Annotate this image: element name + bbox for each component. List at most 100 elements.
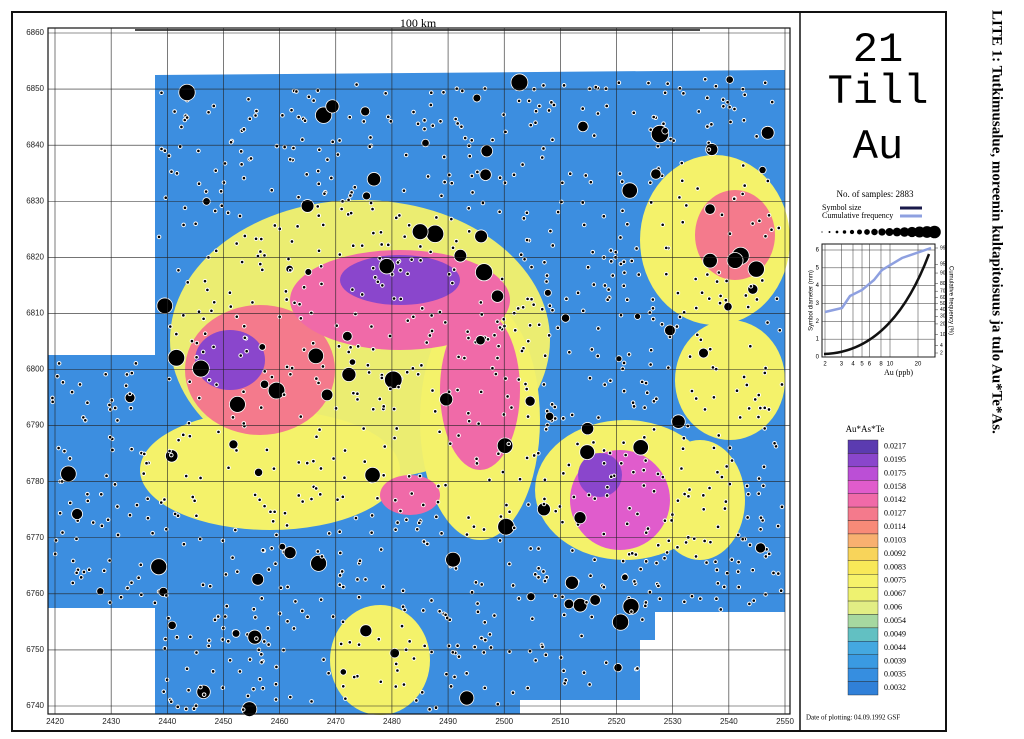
sample-symbol <box>301 347 307 352</box>
sample-symbol <box>203 189 209 194</box>
sample-symbol <box>758 515 764 520</box>
map: 100 km 2420 2430 2440 2450 2460 2470 2480 2490 2… <box>26 16 794 726</box>
sample-symbol <box>705 143 719 156</box>
sample-symbol <box>115 418 120 423</box>
sample-symbol <box>507 561 512 567</box>
sample-symbol <box>474 456 479 462</box>
x-tick-label: 2420 <box>46 717 64 726</box>
sample-symbol <box>655 542 661 548</box>
sample-symbol <box>662 90 668 96</box>
sample-symbol <box>743 293 749 298</box>
sample-symbol <box>304 460 310 466</box>
sample-symbol <box>167 448 172 454</box>
sample-symbol <box>393 527 398 532</box>
sample-symbol <box>663 245 669 251</box>
sample-symbol <box>473 580 479 585</box>
x-tick-label: 2480 <box>383 717 401 726</box>
sample-symbol <box>618 312 624 318</box>
medium: Till <box>828 68 929 116</box>
sample-symbol <box>439 531 444 536</box>
sample-symbol <box>482 86 488 91</box>
sample-symbol <box>531 302 536 307</box>
sample-symbol <box>196 309 202 315</box>
sample-symbol <box>650 306 656 311</box>
sample-symbol <box>346 349 352 355</box>
sample-symbol <box>205 287 210 293</box>
sample-symbol <box>141 471 147 476</box>
sample-symbol <box>310 340 316 346</box>
sample-symbol <box>271 466 277 471</box>
sample-symbol <box>711 445 717 451</box>
sample-symbol <box>387 333 393 339</box>
sample-symbol <box>288 371 293 377</box>
sample-symbol <box>362 191 371 201</box>
sample-symbol <box>657 596 663 602</box>
sample-symbol <box>402 607 407 613</box>
sample-symbol <box>198 684 203 690</box>
sample-symbol <box>67 456 73 461</box>
sample-symbol <box>683 540 689 545</box>
sample-symbol <box>400 588 406 594</box>
sample-symbol <box>498 514 504 519</box>
sample-symbol <box>99 523 105 529</box>
sample-symbol <box>427 333 433 338</box>
sample-symbol <box>389 647 400 659</box>
sample-symbol <box>635 666 640 671</box>
sample-symbol <box>564 296 569 302</box>
sample-symbol <box>60 379 66 385</box>
sample-symbol <box>589 594 601 606</box>
plot-date: Date of plotting: 04.09.1992 GSF <box>806 714 900 722</box>
sample-symbol <box>648 200 654 205</box>
sample-symbol <box>643 530 649 535</box>
sample-symbol <box>337 529 342 535</box>
sample-symbol <box>745 304 751 310</box>
sample-symbol <box>756 476 762 481</box>
sample-symbol <box>567 349 572 355</box>
sample-symbol <box>601 448 607 453</box>
sample-symbol <box>549 402 555 407</box>
sample-symbol <box>647 589 653 595</box>
legend-swatch <box>847 600 879 615</box>
x-tick-label: 2540 <box>720 717 738 726</box>
sample-symbol <box>613 663 623 673</box>
sample-symbol <box>550 137 555 143</box>
inset-y-tick-label: 3 <box>816 301 820 307</box>
sample-symbol <box>402 234 407 239</box>
sample-symbol <box>543 426 549 432</box>
sample-symbol <box>60 530 65 535</box>
inset-y2-tick-label: 60 <box>940 295 946 301</box>
sample-symbol <box>544 288 552 297</box>
sample-symbol <box>624 297 630 303</box>
sample-symbol <box>298 315 304 321</box>
sample-symbol <box>346 197 351 203</box>
sample-symbol <box>510 583 516 588</box>
sample-symbol <box>169 452 174 458</box>
sample-symbol <box>636 272 642 277</box>
sample-symbol <box>274 143 280 149</box>
sample-symbol <box>192 359 210 378</box>
sample-symbol <box>439 193 444 199</box>
x-tick-label: 2460 <box>271 717 289 726</box>
sample-symbol <box>580 106 586 111</box>
sample-symbol <box>56 361 62 366</box>
sample-symbol <box>283 546 297 560</box>
sample-symbol <box>318 466 324 471</box>
size-symbol <box>871 228 878 236</box>
sample-symbol <box>293 599 298 604</box>
sample-symbol <box>398 296 404 302</box>
sample-symbol <box>602 283 608 288</box>
sample-symbol <box>337 252 343 257</box>
sample-symbol <box>398 508 403 514</box>
scale-label: 100 km <box>400 16 437 30</box>
sample-symbol <box>383 91 388 96</box>
sample-symbol <box>693 305 699 311</box>
sample-symbol <box>741 117 747 123</box>
sample-symbol <box>728 119 733 125</box>
sample-symbol <box>404 369 410 375</box>
sample-symbol <box>622 270 627 275</box>
sample-symbol <box>627 505 632 511</box>
sample-symbol <box>174 634 180 640</box>
sample-symbol <box>479 168 492 181</box>
sample-symbol <box>709 122 714 127</box>
sample-symbol <box>421 138 430 148</box>
